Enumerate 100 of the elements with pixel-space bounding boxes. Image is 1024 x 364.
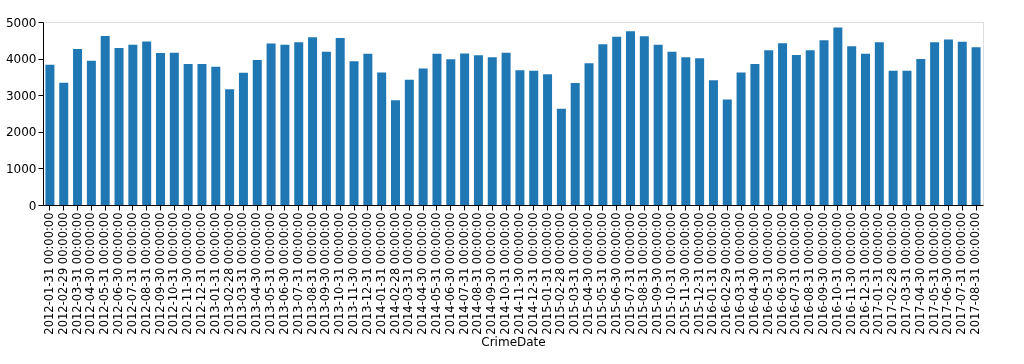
- bar: [626, 31, 635, 205]
- bar: [736, 72, 746, 205]
- bar: [681, 57, 691, 205]
- bar: [916, 58, 926, 205]
- x-tick-label: 2014-04-30 00:00:00: [415, 212, 430, 335]
- bar: [321, 51, 331, 205]
- bar: [639, 36, 649, 205]
- bar: [45, 64, 55, 205]
- x-tick-label: 2012-11-30 00:00:00: [180, 212, 195, 335]
- bar: [225, 89, 235, 205]
- x-tick-label: 2015-01-31 00:00:00: [539, 212, 554, 335]
- bar: [529, 70, 539, 205]
- x-tick-label: 2012-10-31 00:00:00: [166, 212, 181, 335]
- x-tick-label: 2012-04-30 00:00:00: [83, 212, 98, 335]
- x-tick-label: 2016-07-31 00:00:00: [788, 212, 803, 335]
- x-tick-label: 2016-10-31 00:00:00: [829, 212, 844, 335]
- x-tick-label: 2017-03-31 00:00:00: [898, 212, 913, 335]
- bar: [197, 64, 207, 205]
- x-tick-label: 2015-03-31 00:00:00: [567, 212, 582, 335]
- x-tick-label: 2012-09-30 00:00:00: [152, 212, 167, 335]
- x-tick-label: 2013-05-31 00:00:00: [263, 212, 278, 335]
- x-tick-label: 2014-06-30 00:00:00: [442, 212, 457, 335]
- bar: [308, 37, 318, 205]
- x-tick-label: 2016-06-30 00:00:00: [774, 212, 789, 335]
- x-tick-label: 2016-11-30 00:00:00: [843, 212, 858, 335]
- x-tick-label: 2013-06-30 00:00:00: [276, 212, 291, 335]
- bar: [722, 99, 732, 205]
- x-tick-label: 2017-06-30 00:00:00: [940, 212, 955, 335]
- x-tick-label: 2012-05-31 00:00:00: [97, 212, 112, 335]
- bar: [501, 52, 511, 205]
- x-tick-label: 2013-08-31 00:00:00: [304, 212, 319, 335]
- x-tick-label: 2012-03-31 00:00:00: [69, 212, 84, 335]
- bar: [750, 64, 760, 205]
- x-tick-label: 2016-09-30 00:00:00: [816, 212, 831, 335]
- bar: [584, 63, 594, 205]
- x-tick-label: 2017-04-30 00:00:00: [912, 212, 927, 335]
- bar: [791, 54, 801, 205]
- bar: [653, 44, 663, 205]
- bar: [556, 108, 566, 205]
- y-tick-label: 1000: [5, 161, 37, 176]
- bar: [778, 43, 788, 205]
- bar: [667, 51, 677, 205]
- bar: [114, 47, 124, 205]
- x-tick-label: 2012-01-31 00:00:00: [41, 212, 56, 335]
- x-tick-label: 2014-11-30 00:00:00: [511, 212, 526, 335]
- x-tick-label: 2015-07-31 00:00:00: [622, 212, 637, 335]
- x-tick-label: 2016-02-29 00:00:00: [719, 212, 734, 335]
- bar: [902, 70, 912, 205]
- x-tick-label: 2012-12-31 00:00:00: [193, 212, 208, 335]
- x-tick-label: 2017-07-31 00:00:00: [954, 212, 969, 335]
- bar: [695, 58, 705, 205]
- bar: [294, 42, 304, 205]
- x-tick-label: 2014-01-31 00:00:00: [373, 212, 388, 335]
- bar: [598, 44, 608, 205]
- x-tick-label: 2017-08-31 00:00:00: [968, 212, 983, 335]
- bar: [861, 53, 870, 205]
- bar: [473, 55, 483, 205]
- x-tick-label: 2016-05-31 00:00:00: [760, 212, 775, 335]
- x-tick-label: 2016-03-31 00:00:00: [733, 212, 748, 335]
- x-tick-label: 2012-06-30 00:00:00: [111, 212, 126, 335]
- bar: [142, 41, 152, 205]
- bar: [805, 50, 815, 205]
- y-tick-label: 5000: [5, 15, 37, 30]
- bar: [238, 72, 248, 205]
- bar: [432, 53, 442, 205]
- bar: [183, 64, 193, 205]
- x-tick-label: 2013-07-31 00:00:00: [290, 212, 305, 335]
- y-tick-label: 3000: [5, 88, 37, 103]
- bar: [612, 36, 622, 205]
- bar: [128, 44, 138, 205]
- x-tick-label: 2014-07-31 00:00:00: [456, 212, 471, 335]
- x-tick-label: 2016-01-31 00:00:00: [705, 212, 720, 335]
- bar: [708, 80, 718, 205]
- x-tick-label: 2012-02-29 00:00:00: [55, 212, 70, 335]
- bar: [73, 49, 83, 205]
- bar: [460, 53, 470, 205]
- bar: [335, 38, 345, 205]
- bar: [819, 40, 829, 205]
- x-tick-label: 2014-02-28 00:00:00: [387, 212, 402, 335]
- x-tick-label: 2015-04-30 00:00:00: [581, 212, 596, 335]
- bar: [515, 70, 525, 205]
- bar: [280, 44, 290, 205]
- bar: [487, 57, 497, 205]
- bar: [211, 66, 221, 205]
- x-tick-label: 2014-10-31 00:00:00: [498, 212, 513, 335]
- bar: [363, 53, 373, 205]
- bar: [764, 50, 774, 205]
- bar: [418, 68, 428, 205]
- x-tick-label: 2015-09-30 00:00:00: [650, 212, 665, 335]
- bar: [252, 60, 262, 205]
- bar: [570, 83, 580, 205]
- x-tick-label: 2016-08-31 00:00:00: [802, 212, 817, 335]
- bar: [86, 60, 96, 205]
- bar: [266, 43, 276, 205]
- bar: [377, 72, 387, 205]
- y-tick-label: 2000: [5, 125, 37, 140]
- x-tick-label: 2013-02-28 00:00:00: [221, 212, 236, 335]
- x-tick-label: 2016-04-30 00:00:00: [746, 212, 761, 335]
- x-tick-label: 2013-01-31 00:00:00: [207, 212, 222, 335]
- x-tick-label: 2013-09-30 00:00:00: [318, 212, 333, 335]
